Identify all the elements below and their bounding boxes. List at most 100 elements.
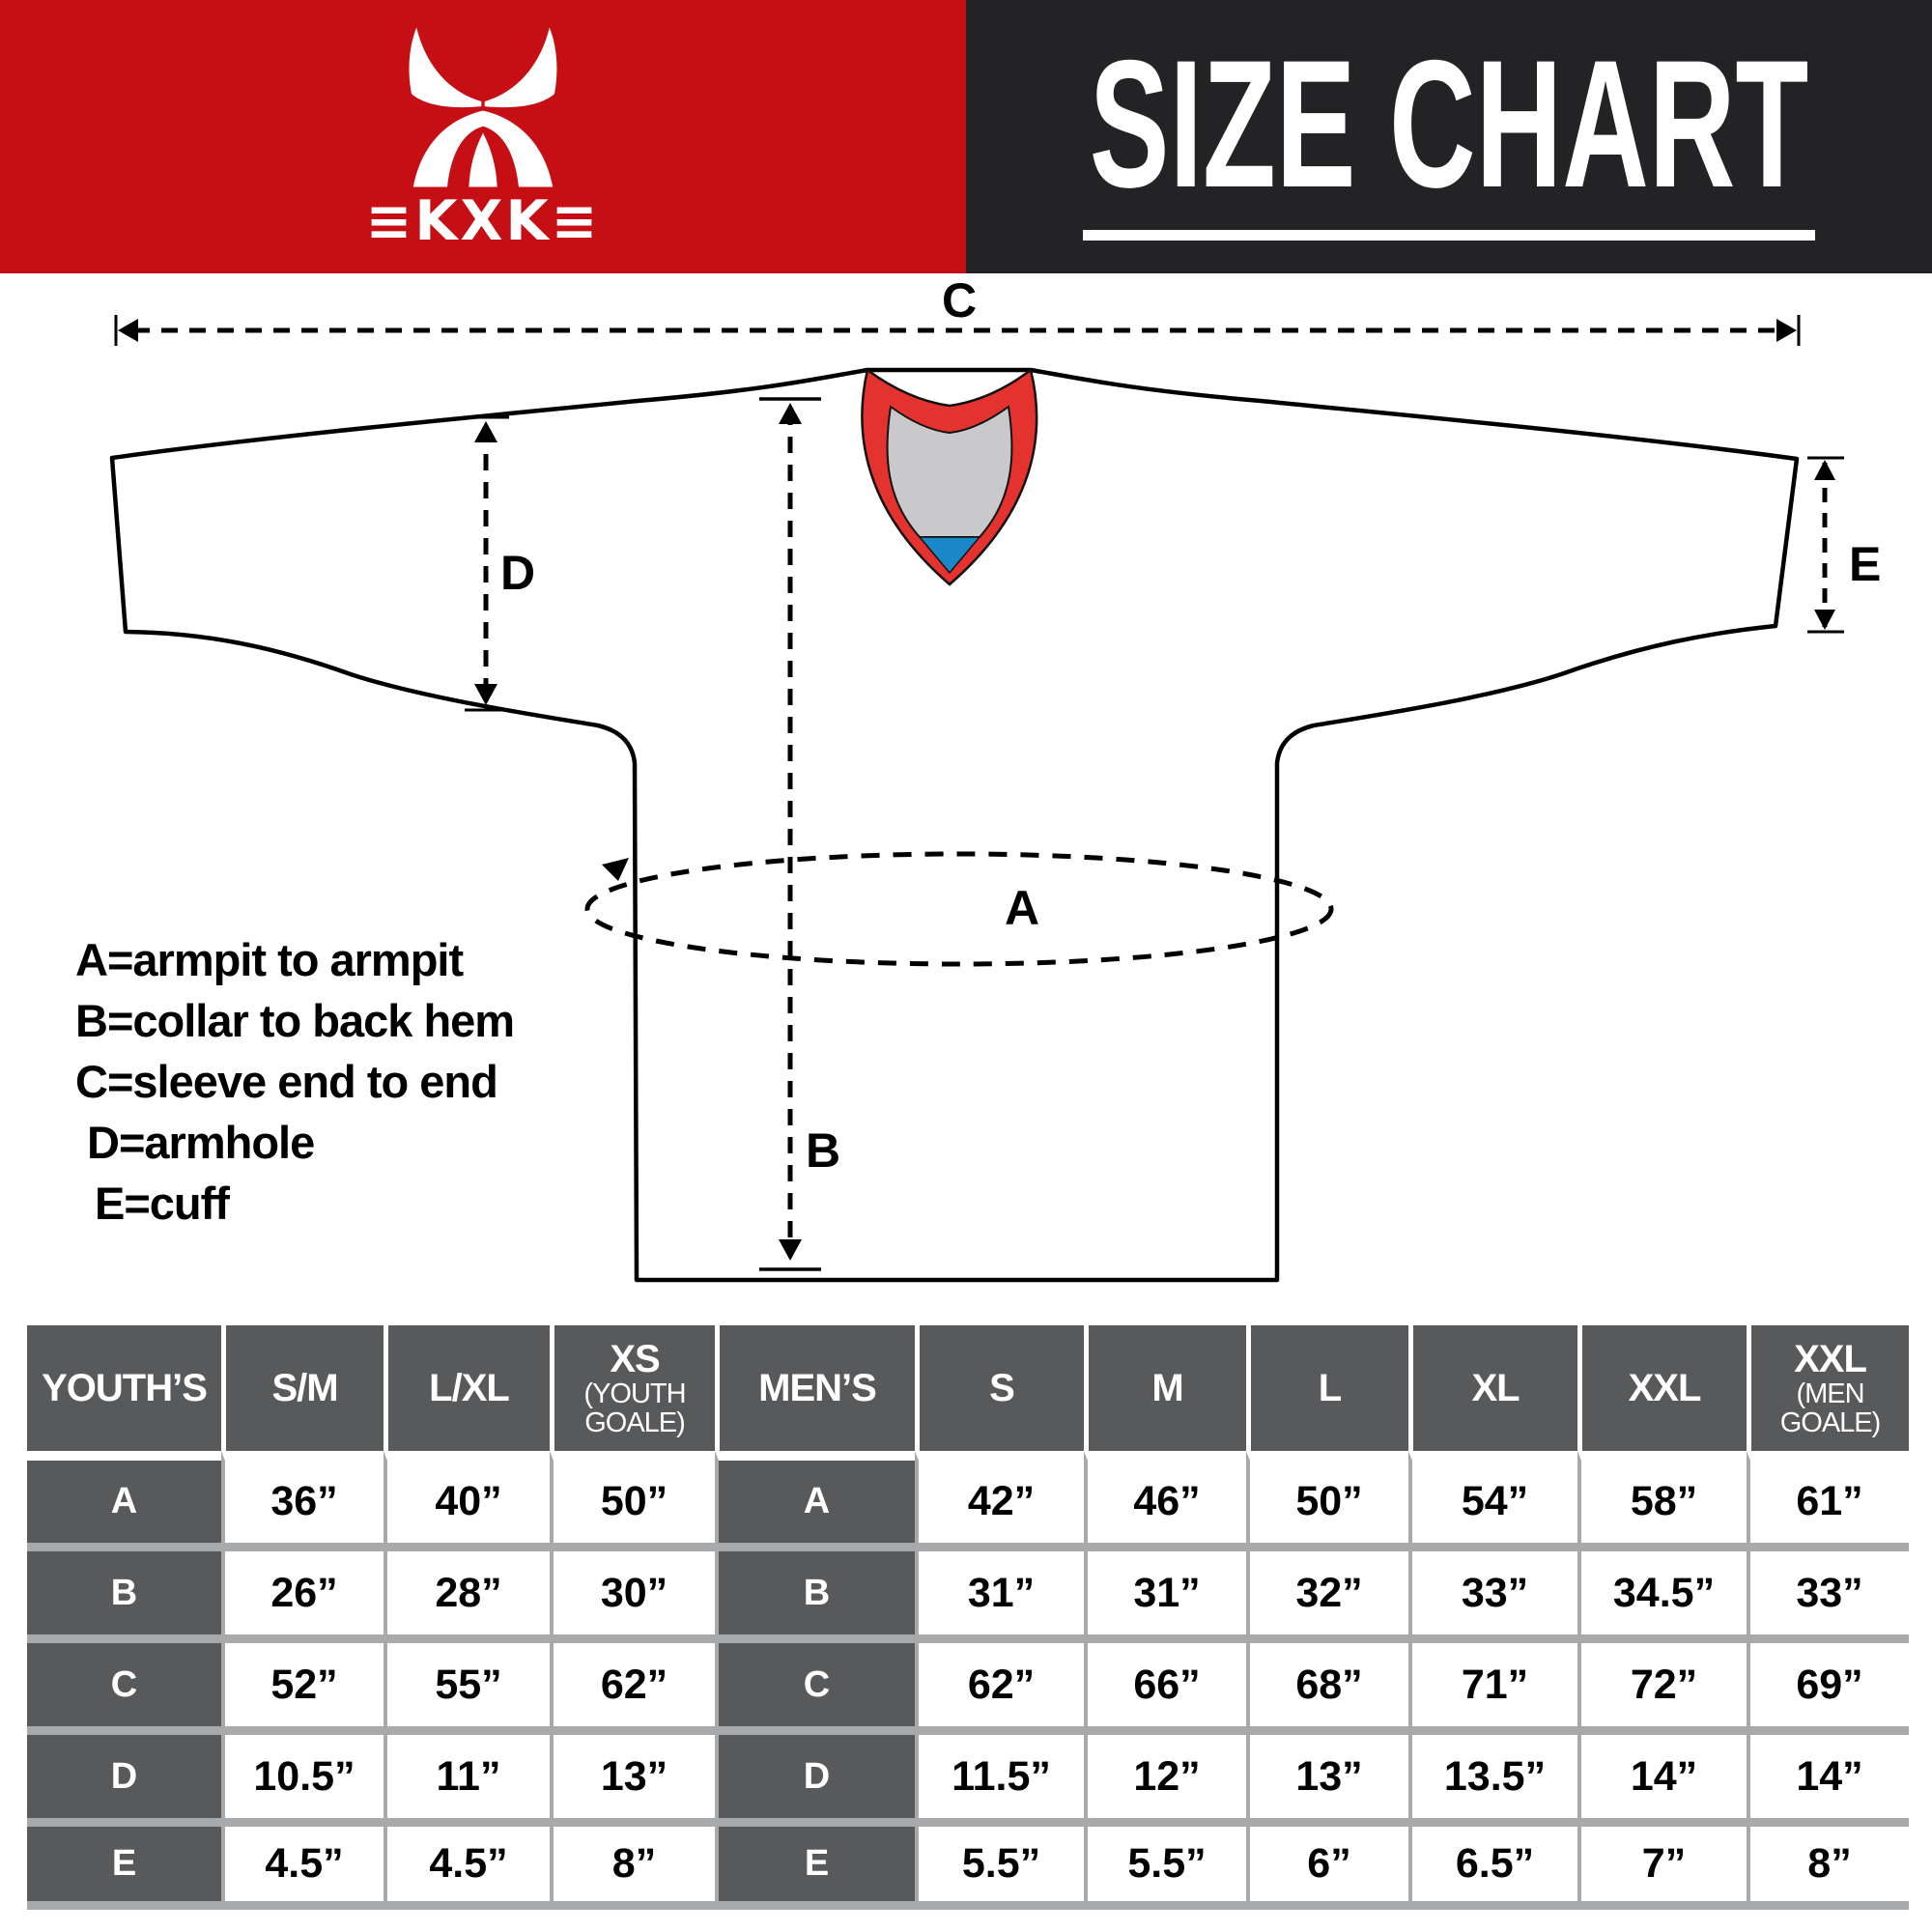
table-row-D: D 10.5” 11” 13” D 11.5” 12” 13” 13.5” 14” 14” [27,1726,1909,1818]
size-value-men-A-0: 42” [915,1451,1084,1543]
size-value-youth-C-1: 55” [384,1634,550,1726]
size-value-youth-E-2: 8” [550,1818,715,1910]
size-value-men-E-5: 8” [1747,1818,1909,1910]
table-row-C: C 52” 55” 62” C 62” 66” 68” 71” 72” 69” [27,1634,1909,1726]
size-value-men-B-1: 31” [1084,1543,1246,1634]
collar-gray [886,405,1013,538]
size-value-men-B-3: 33” [1408,1543,1577,1634]
col-header-men-2: L [1246,1325,1408,1451]
jersey-outline [109,367,1800,1283]
row-label-youth-C: C [27,1634,221,1726]
size-value-youth-D-1: 11” [384,1726,550,1818]
size-value-men-C-0: 62” [915,1634,1084,1726]
size-table: YOUTH’S S/M L/XL XS (YOUTH GOALE) MEN’S S M L XL X… [27,1325,1909,1910]
col-header-youth-0: S/M [221,1325,384,1451]
measurement-legend: A=armpit to armpit B=collar to back hem … [75,934,515,1229]
size-value-youth-C-0: 52” [221,1634,384,1726]
size-value-men-D-4: 14” [1577,1726,1747,1818]
row-label-men-A: A [715,1451,915,1543]
size-value-men-B-4: 34.5” [1577,1543,1747,1634]
measure-label-a: A [1005,881,1039,935]
size-value-youth-B-2: 30” [550,1543,715,1634]
row-label-men-D: D [715,1726,915,1818]
table-header-row: YOUTH’S S/M L/XL XS (YOUTH GOALE) MEN’S S M L XL X… [27,1325,1909,1451]
size-value-men-B-2: 32” [1246,1543,1408,1634]
size-value-men-C-2: 68” [1246,1634,1408,1726]
size-value-men-D-3: 13.5” [1408,1726,1577,1818]
row-label-youth-B: B [27,1543,221,1634]
legend-line-b: B=collar to back hem [75,995,514,1046]
size-value-men-E-1: 5.5” [1084,1818,1246,1910]
header-right-panel: SIZE CHART [966,0,1932,273]
measure-label-e: E [1849,537,1881,591]
measure-arrow-d [465,415,509,712]
col-header-men-4: XXL [1577,1325,1747,1451]
measure-arrow-c [114,315,1801,346]
size-value-youth-E-1: 4.5” [384,1818,550,1910]
jersey-diagram: C D B E [75,273,1881,1283]
col-header-men-3: XL [1408,1325,1577,1451]
size-value-men-B-5: 33” [1747,1543,1909,1634]
row-label-men-C: C [715,1634,915,1726]
legend-line-d: D=armhole [87,1117,314,1168]
size-value-youth-A-1: 40” [384,1451,550,1543]
size-value-men-D-5: 14” [1747,1726,1909,1818]
size-value-youth-E-0: 4.5” [221,1818,384,1910]
header-left-panel: ≡KXK≡ [0,0,966,273]
table-row-B: B 26” 28” 30” B 31” 31” 32” 33” 34.5” 33” [27,1543,1909,1634]
size-value-men-C-1: 66” [1084,1634,1246,1726]
measure-label-c: C [942,273,977,327]
size-value-men-C-4: 72” [1577,1634,1747,1726]
row-label-youth-E: E [27,1818,221,1910]
row-label-men-E: E [715,1818,915,1910]
size-value-men-A-5: 61” [1747,1451,1909,1543]
col-header-men-0: S [915,1325,1084,1451]
size-value-youth-D-2: 13” [550,1726,715,1818]
size-value-men-C-3: 71” [1408,1634,1577,1726]
measure-label-b: B [806,1123,840,1178]
size-value-men-A-4: 58” [1577,1451,1747,1543]
col-header-youths: YOUTH’S [27,1325,221,1451]
legend-line-c: C=sleeve end to end [75,1056,497,1107]
row-label-youth-A: A [27,1451,221,1543]
size-value-men-D-2: 13” [1246,1726,1408,1818]
size-value-youth-B-0: 26” [221,1543,384,1634]
brand-wordmark: ≡KXK≡ [365,189,601,253]
size-value-men-E-4: 7” [1577,1818,1747,1910]
size-value-men-C-5: 69” [1747,1634,1909,1726]
title-underline [1083,230,1815,241]
page-title: SIZE CHART [1089,22,1809,225]
measure-ellipse-a [584,851,1334,967]
legend-line-e: E=cuff [95,1178,230,1229]
table-row-E: E 4.5” 4.5” 8” E 5.5” 5.5” 6” 6.5” 7” 8” [27,1818,1909,1910]
col-header-mens: MEN’S [715,1325,915,1451]
header: ≡KXK≡ SIZE CHART [0,0,1932,273]
size-value-men-A-1: 46” [1084,1451,1246,1543]
size-value-men-E-3: 6.5” [1408,1818,1577,1910]
collar-blue [918,536,981,575]
col-header-men-5: XXL (MEN GOALE) [1747,1325,1909,1451]
measure-arrow-b [759,397,821,1271]
table-row-A: A 36” 40” 50” A 42” 46” 50” 54” 58” 61” [27,1451,1909,1543]
row-label-men-B: B [715,1543,915,1634]
size-value-men-D-0: 11.5” [915,1726,1084,1818]
size-value-youth-A-0: 36” [221,1451,384,1543]
size-value-men-E-2: 6” [1246,1818,1408,1910]
size-value-men-E-0: 5.5” [915,1818,1084,1910]
col-header-men-1: M [1084,1325,1246,1451]
size-value-men-A-2: 50” [1246,1451,1408,1543]
legend-line-a: A=armpit to armpit [75,934,464,985]
size-value-men-A-3: 54” [1408,1451,1577,1543]
size-value-men-B-0: 31” [915,1543,1084,1634]
size-value-youth-A-2: 50” [550,1451,715,1543]
measure-arrow-e [1807,456,1844,634]
measure-label-d: D [500,546,535,600]
row-label-youth-D: D [27,1726,221,1818]
size-value-youth-D-0: 10.5” [221,1726,384,1818]
col-header-youth-1: L/XL [384,1325,550,1451]
size-value-youth-B-1: 28” [384,1543,550,1634]
size-value-youth-C-2: 62” [550,1634,715,1726]
col-header-youth-2: XS (YOUTH GOALE) [550,1325,715,1451]
size-value-men-D-1: 12” [1084,1726,1246,1818]
